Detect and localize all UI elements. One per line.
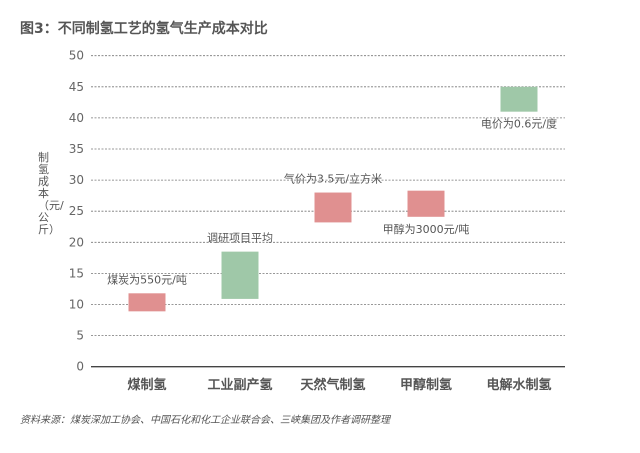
y-tick-label: 0 (76, 360, 84, 374)
y-tick-label: 40 (69, 111, 84, 125)
range-bar (314, 192, 352, 223)
y-tick-label: 50 (69, 49, 84, 63)
data-annotation: 煤炭为550元/吨 (107, 273, 187, 286)
y-tick-label: 10 (69, 298, 84, 312)
x-tick-label: 煤制氢 (127, 377, 166, 393)
data-annotation: 气价为3.5元/立方米 (284, 172, 382, 186)
range-bar (128, 293, 166, 312)
y-tick-label: 20 (69, 235, 84, 249)
x-tick-label: 工业副产氢 (207, 377, 272, 393)
chart-title: 图3：不同制氢工艺的氢气生产成本对比 (20, 21, 268, 37)
y-tick-label: 25 (69, 204, 84, 218)
y-tick-label: 5 (76, 329, 84, 343)
range-bar (221, 251, 259, 299)
source-note: 资料来源：煤炭深加工协会、中国石化和化工企业联合会、三峡集团及作者调研整理 (20, 415, 390, 426)
data-annotation: 甲醇为3000元/吨 (383, 222, 470, 236)
y-tick-label: 30 (69, 173, 84, 187)
x-tick-label: 甲醇制氢 (400, 377, 452, 393)
data-annotation: 调研项目平均 (207, 232, 273, 245)
y-tick-label: 35 (69, 142, 84, 156)
range-bar (500, 86, 538, 112)
x-tick-label: 天然气制氢 (300, 377, 365, 393)
y-tick-label: 45 (69, 80, 84, 94)
x-tick-label: 电解水制氢 (486, 377, 551, 393)
range-bar (407, 190, 445, 217)
data-annotation: 电价为0.6元/度 (481, 117, 557, 131)
y-tick-label: 15 (69, 266, 84, 280)
